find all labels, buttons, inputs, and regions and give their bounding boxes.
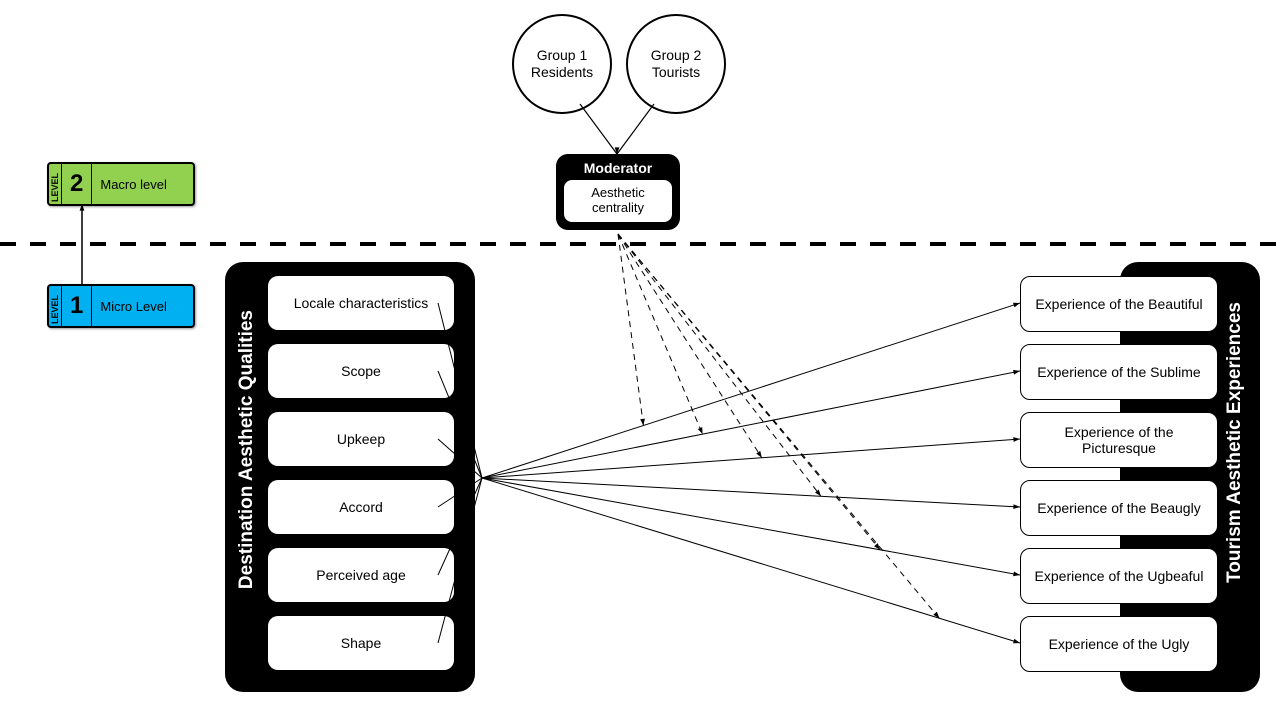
quality-item: Perceived age: [268, 548, 454, 602]
experiences-panel-title: Tourism Aesthetic Experiences: [1224, 302, 1246, 583]
experience-item: Experience of the Ugbeaful: [1020, 548, 1218, 604]
level-number: 2: [62, 164, 92, 204]
group-circle-2: Group 2 Tourists: [626, 14, 726, 114]
level-label: Macro level: [92, 164, 193, 204]
quality-item: Accord: [268, 480, 454, 534]
group-label: Group 2: [651, 47, 702, 64]
experience-item: Experience of the Ugly: [1020, 616, 1218, 672]
experience-item: Experience of the Picturesque: [1020, 412, 1218, 468]
level-label: Micro Level: [92, 286, 193, 326]
group-circle-1: Group 1 Residents: [512, 14, 612, 114]
level-prefix: LEVEL: [49, 164, 62, 204]
quality-item: Shape: [268, 616, 454, 670]
qualities-panel: Destination Aesthetic Qualities Locale c…: [225, 262, 475, 692]
level-number: 1: [62, 286, 92, 326]
level-badge-micro: LEVEL 1 Micro Level: [47, 284, 195, 328]
moderator-pill: Aesthetic centrality: [564, 180, 672, 222]
group-label: Tourists: [651, 64, 702, 81]
group-label: Group 1: [531, 47, 593, 64]
level-prefix: LEVEL: [49, 286, 62, 326]
moderator-title: Moderator: [556, 154, 680, 180]
qualities-panel-title: Destination Aesthetic Qualities: [236, 310, 258, 589]
experience-item: Experience of the Beautiful: [1020, 276, 1218, 332]
quality-item: Locale characteristics: [268, 276, 454, 330]
qualities-items: Locale characteristics Scope Upkeep Accord P…: [268, 276, 454, 670]
group-label: Residents: [531, 64, 593, 81]
moderator-box: Moderator Aesthetic centrality: [556, 154, 680, 230]
experience-item: Experience of the Sublime: [1020, 344, 1218, 400]
quality-item: Scope: [268, 344, 454, 398]
experience-item: Experience of the Beaugly: [1020, 480, 1218, 536]
level-badge-macro: LEVEL 2 Macro level: [47, 162, 195, 206]
quality-item: Upkeep: [268, 412, 454, 466]
